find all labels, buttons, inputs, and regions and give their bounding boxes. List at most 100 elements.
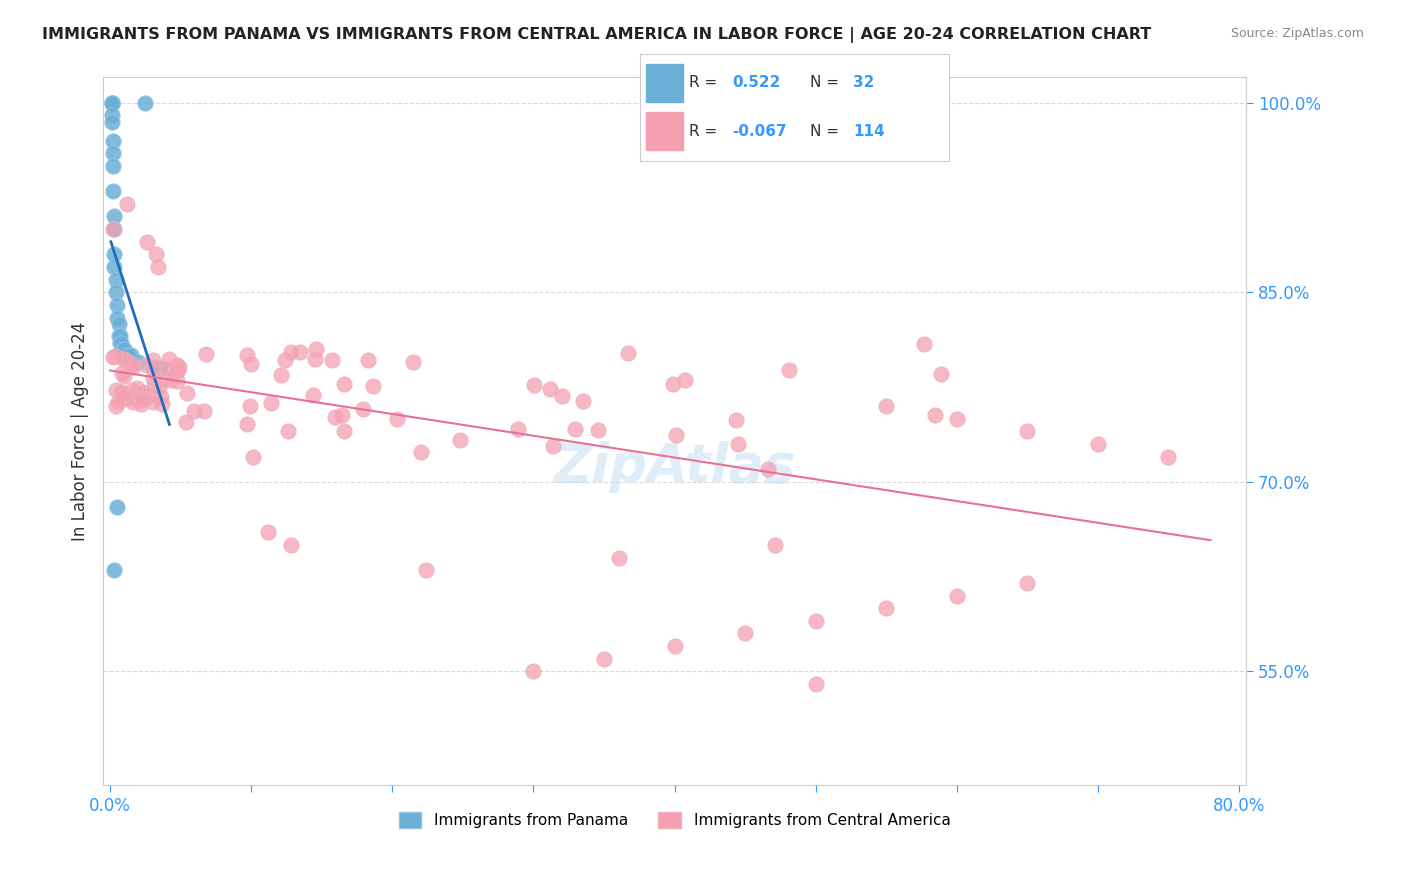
Point <box>104 285 127 300</box>
Point <box>103 563 125 577</box>
Point <box>103 260 125 274</box>
Point <box>522 665 544 679</box>
Legend: Immigrants from Panama, Immigrants from Central America: Immigrants from Panama, Immigrants from … <box>392 805 956 834</box>
Point <box>101 350 124 364</box>
Point <box>238 399 260 413</box>
Point <box>136 359 159 373</box>
Point <box>924 408 946 422</box>
Point <box>242 450 264 464</box>
Point <box>131 393 153 408</box>
Point <box>609 550 631 565</box>
Point <box>142 379 165 393</box>
Point <box>1087 437 1109 451</box>
Point <box>149 390 172 404</box>
Point <box>593 651 616 665</box>
Point <box>288 345 311 359</box>
Point <box>115 348 138 362</box>
Point <box>945 589 967 603</box>
Point <box>166 374 188 388</box>
Point <box>304 351 326 366</box>
Point <box>111 385 134 400</box>
Point <box>415 563 437 577</box>
Point <box>617 346 640 360</box>
Point <box>111 342 134 356</box>
Point <box>107 395 129 409</box>
Point <box>402 354 425 368</box>
Point <box>112 368 135 383</box>
Point <box>352 402 374 417</box>
Point <box>127 392 149 407</box>
Point <box>142 353 165 368</box>
Point <box>101 184 124 198</box>
Point <box>662 377 685 392</box>
Point <box>100 95 122 110</box>
Point <box>121 394 143 409</box>
Point <box>104 383 127 397</box>
Point <box>541 439 564 453</box>
Point <box>108 329 131 343</box>
Point <box>101 159 124 173</box>
Point <box>117 196 139 211</box>
Point <box>727 437 749 451</box>
Point <box>167 363 190 377</box>
Point <box>100 108 122 122</box>
Point <box>105 500 128 514</box>
Point <box>157 351 180 366</box>
Point <box>110 385 132 400</box>
Point <box>193 404 215 418</box>
Point <box>280 538 302 552</box>
Point <box>112 389 135 403</box>
Point <box>134 95 156 110</box>
Point <box>778 363 800 377</box>
Point <box>804 614 827 628</box>
Text: R =: R = <box>689 75 723 90</box>
Point <box>114 392 136 406</box>
Point <box>142 371 165 385</box>
Text: 32: 32 <box>853 75 875 90</box>
Point <box>321 353 343 368</box>
Point <box>100 95 122 110</box>
Text: R =: R = <box>689 124 723 139</box>
Point <box>110 335 132 350</box>
Point <box>280 345 302 359</box>
Text: Source: ZipAtlas.com: Source: ZipAtlas.com <box>1230 27 1364 40</box>
Point <box>104 272 127 286</box>
Point <box>141 361 163 376</box>
Point <box>127 355 149 369</box>
Point <box>304 342 326 356</box>
Point <box>150 397 173 411</box>
Point <box>361 379 384 393</box>
Point <box>112 352 135 367</box>
Text: N =: N = <box>810 75 844 90</box>
Point <box>125 381 148 395</box>
Text: N =: N = <box>810 124 844 139</box>
Point <box>235 417 257 432</box>
Point <box>945 411 967 425</box>
Point <box>131 397 153 411</box>
Point <box>236 348 259 362</box>
Text: 114: 114 <box>853 124 884 139</box>
Point <box>105 310 128 325</box>
Point <box>257 525 280 540</box>
Point <box>100 95 122 110</box>
Point <box>506 422 529 436</box>
Point <box>100 114 122 128</box>
Point <box>176 386 198 401</box>
Point <box>101 134 124 148</box>
Point <box>121 357 143 371</box>
Point <box>277 424 299 438</box>
Point <box>914 337 936 351</box>
Point <box>141 395 163 409</box>
Point <box>183 404 205 418</box>
Bar <box>645 112 683 150</box>
Point <box>136 389 159 403</box>
Point <box>734 626 756 640</box>
Point <box>105 399 128 413</box>
Point <box>155 371 177 385</box>
Point <box>260 396 283 410</box>
Point <box>665 428 688 442</box>
Point <box>121 359 143 374</box>
Text: -0.067: -0.067 <box>733 124 787 139</box>
Point <box>148 260 170 274</box>
Point <box>333 376 356 391</box>
